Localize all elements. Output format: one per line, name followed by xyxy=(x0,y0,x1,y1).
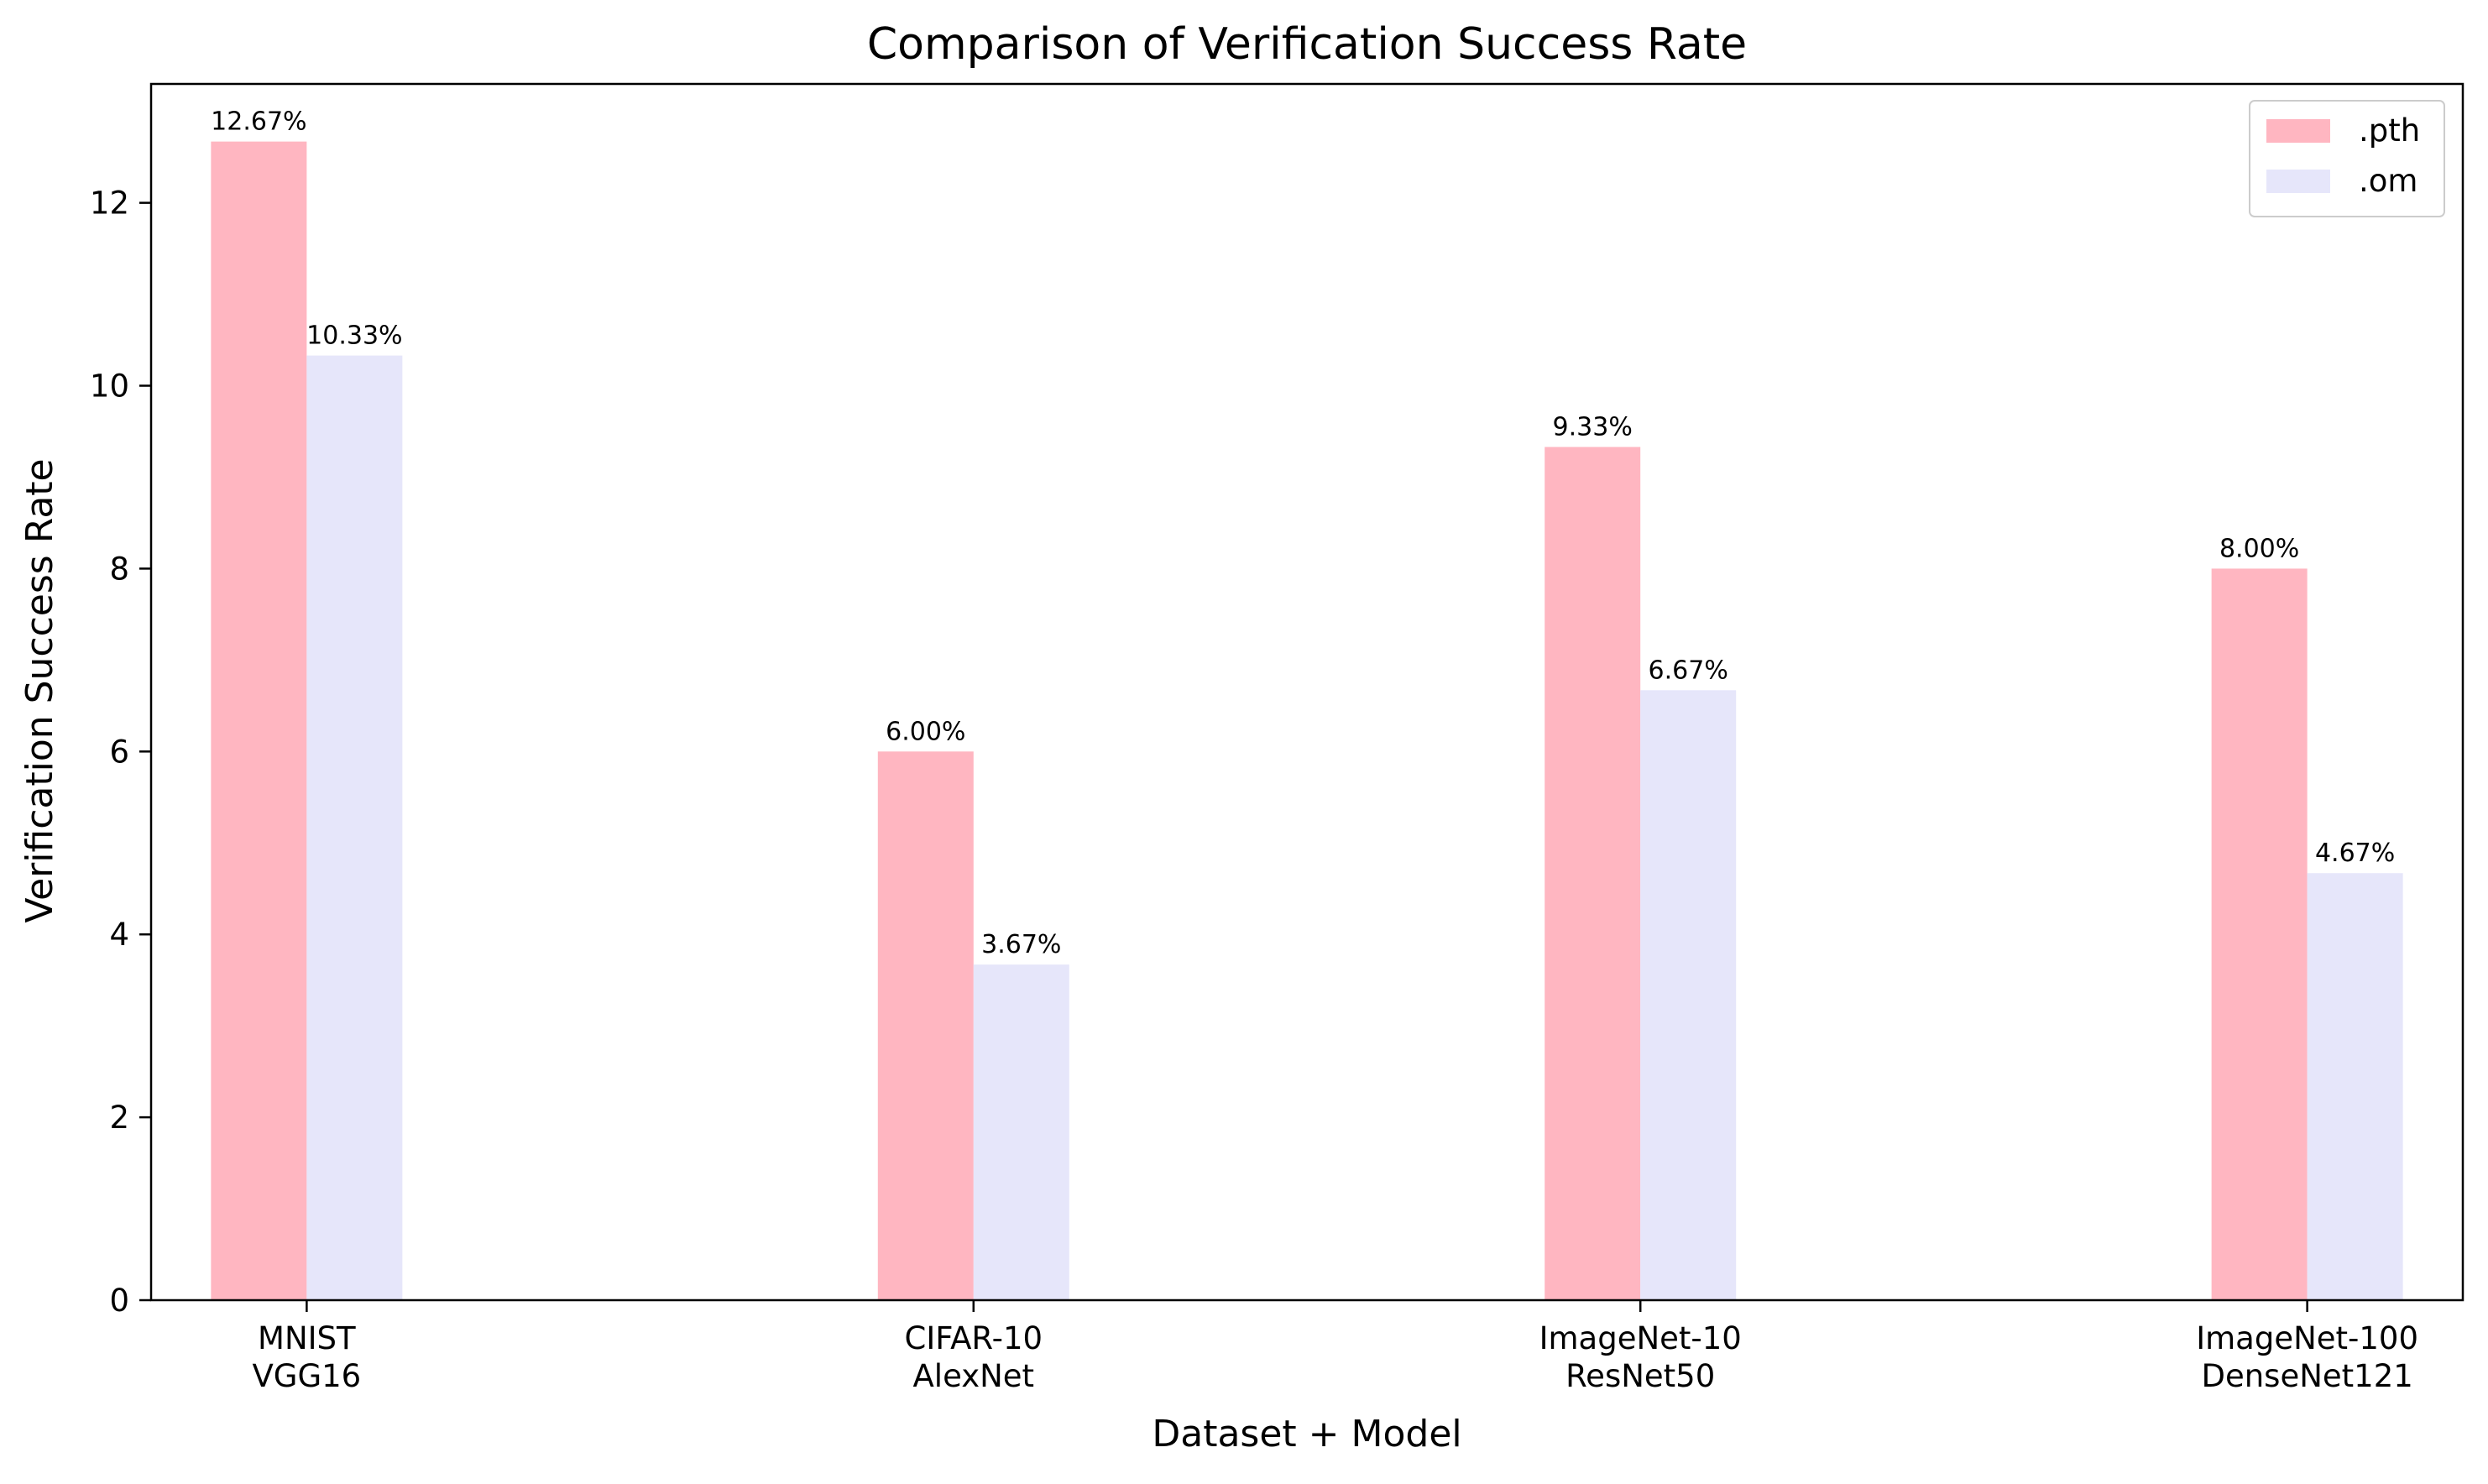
x-tick-label: DenseNet121 xyxy=(2201,1358,2412,1394)
bar-om-2 xyxy=(1640,690,1737,1300)
bars-layer xyxy=(211,141,2403,1300)
bar-om-1 xyxy=(973,964,1069,1300)
bar-pth-0 xyxy=(211,141,307,1300)
x-tick-label: ResNet50 xyxy=(1565,1358,1715,1394)
y-axis-ticks: 0 2 4 6 8 10 12 xyxy=(90,186,151,1319)
bar-labels-layer: 12.67% 10.33% 6.00% 3.67% 9.33% 6.67% 8.00% 4.6… xyxy=(211,107,2395,960)
x-tick-label: AlexNet xyxy=(913,1358,1035,1394)
bar-pth-1 xyxy=(877,751,974,1300)
bar-pth-3 xyxy=(2211,568,2308,1300)
legend-swatch xyxy=(2266,119,2330,143)
y-tick-label: 0 xyxy=(109,1283,129,1319)
y-tick-label: 10 xyxy=(90,368,129,405)
legend-label: .pth xyxy=(2359,112,2420,149)
legend: .pth .om xyxy=(2249,100,2445,217)
bar-pth-2 xyxy=(1545,447,1641,1300)
plot-area-frame xyxy=(149,82,2464,1302)
x-tick-label: ImageNet-10 xyxy=(1539,1320,1742,1356)
bar-value-label: 12.67% xyxy=(211,107,306,137)
bar-value-label: 3.67% xyxy=(981,930,1061,959)
bar-value-label: 4.67% xyxy=(2315,839,2395,868)
x-tick-label: CIFAR-10 xyxy=(904,1320,1043,1356)
bar-value-label: 8.00% xyxy=(2219,534,2299,563)
bar-value-label: 6.67% xyxy=(1649,656,1728,685)
x-tick-label: ImageNet-100 xyxy=(2196,1320,2418,1356)
chart-title: Comparison of Verification Success Rate xyxy=(867,19,1747,70)
bar-value-label: 9.33% xyxy=(1553,413,1633,442)
bar-om-0 xyxy=(306,355,403,1300)
x-axis-label: Dataset + Model xyxy=(1152,1413,1461,1455)
y-tick-label: 8 xyxy=(109,551,129,587)
y-tick-label: 4 xyxy=(109,917,129,953)
y-axis-label: Verification Success Rate xyxy=(18,458,61,922)
legend-label: .om xyxy=(2359,163,2417,199)
bar-value-label: 6.00% xyxy=(886,717,965,746)
legend-swatch xyxy=(2266,170,2330,193)
bar-om-3 xyxy=(2307,873,2403,1300)
y-tick-label: 12 xyxy=(90,186,129,222)
bar-value-label: 10.33% xyxy=(306,321,402,351)
y-tick-label: 2 xyxy=(109,1100,129,1136)
x-tick-label: VGG16 xyxy=(252,1358,361,1394)
x-tick-label: MNIST xyxy=(258,1320,356,1356)
y-tick-label: 6 xyxy=(109,734,129,770)
